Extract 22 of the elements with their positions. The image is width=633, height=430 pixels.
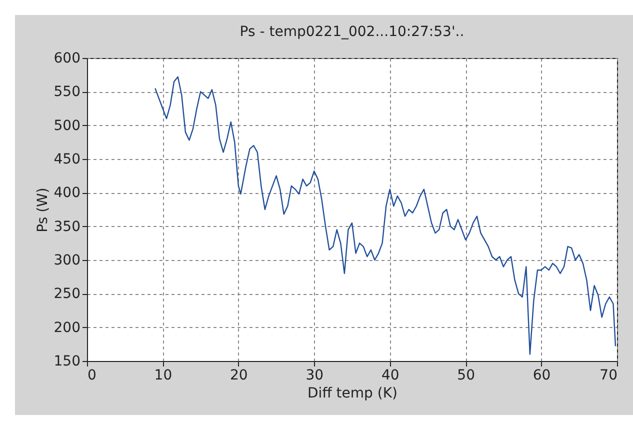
x-axis-title: Diff temp (K) xyxy=(308,386,398,402)
x-tick-label: 70 xyxy=(600,368,618,384)
y-tick-label: 450 xyxy=(54,152,80,168)
y-tick-label: 250 xyxy=(54,286,80,302)
y-tick-label: 200 xyxy=(54,320,80,336)
y-tick-label: 400 xyxy=(54,185,80,202)
y-tick-label: 350 xyxy=(54,218,80,235)
y-tick-label: 150 xyxy=(54,354,80,370)
y-tick-label: 300 xyxy=(54,252,80,268)
y-axis-title: Ps (W) xyxy=(34,188,51,232)
x-tick-label: 60 xyxy=(532,368,551,384)
y-tick-label: 550 xyxy=(54,84,80,100)
y-tick-label: 500 xyxy=(54,118,80,134)
y-tick-label: 600 xyxy=(54,50,80,66)
chart-title: Ps - temp0221_002...10:27:53'.. xyxy=(240,24,464,40)
x-tick-label: 40 xyxy=(381,368,400,384)
x-tick-label: 20 xyxy=(230,368,248,384)
x-tick-label: 30 xyxy=(306,368,324,384)
x-tick-label: 0 xyxy=(88,368,96,384)
x-tick-label: 10 xyxy=(154,368,172,384)
x-tick-label: 50 xyxy=(457,368,475,384)
line-series xyxy=(154,76,616,355)
